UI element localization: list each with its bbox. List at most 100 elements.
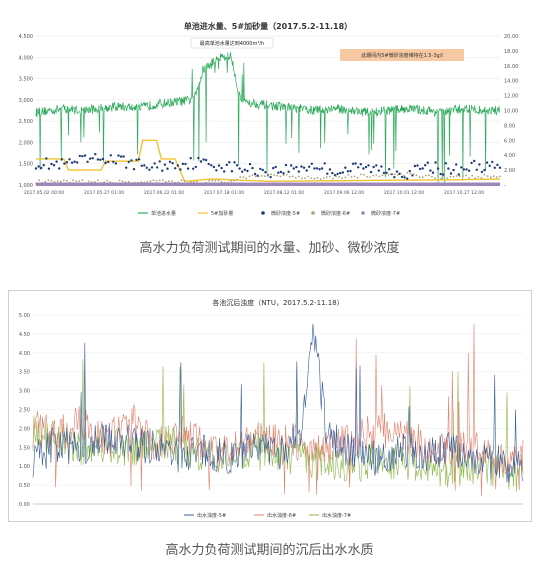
y-tick-label: 1,500 [19, 162, 33, 168]
series-point-microsand-5 [171, 162, 174, 165]
x-tick-label: 2017.05.02 00:00 [24, 190, 64, 196]
y-tick-label: 2.00 [19, 426, 30, 432]
series-point-microsand-6 [161, 179, 164, 182]
series-point-microsand-5 [174, 167, 177, 170]
series-point-microsand-6 [155, 180, 158, 182]
series-point-microsand-5 [274, 165, 277, 169]
series-point-microsand-5 [78, 154, 82, 158]
series-point-microsand-5 [243, 168, 246, 171]
series-point-microsand-5 [470, 161, 473, 165]
series-point-microsand-5 [238, 167, 241, 170]
series-point-microsand-5 [192, 167, 195, 170]
series-point-microsand-6 [239, 176, 242, 179]
legend-item: 微砂浓度-5# [261, 210, 300, 217]
series-point-microsand-5 [153, 162, 156, 165]
series-point-microsand-5 [215, 169, 218, 172]
series-point-microsand-5 [429, 169, 432, 172]
series-point-microsand-5 [76, 161, 79, 164]
series-point-microsand-5 [166, 167, 169, 170]
series-point-microsand-6 [347, 174, 350, 176]
series-point-microsand-5 [34, 167, 38, 170]
series-point-microsand-5 [261, 168, 264, 172]
series-point-microsand-5 [119, 155, 123, 158]
series-point-microsand-5 [318, 168, 321, 171]
series-point-microsand-6 [50, 179, 53, 182]
series-point-microsand-5 [81, 155, 84, 158]
series-point-microsand-6 [106, 179, 108, 182]
y-tick-label: 2,500 [19, 119, 33, 125]
legend-item: 出水浊度-7# [309, 512, 351, 519]
series-point-microsand-6 [431, 175, 433, 178]
series-point-microsand-6 [264, 175, 266, 178]
series-point-microsand-6 [56, 180, 59, 183]
series-point-microsand-5 [449, 172, 453, 175]
series-point-microsand-5 [460, 166, 463, 169]
series-point-microsand-5 [117, 154, 120, 157]
series-point-microsand-5 [127, 160, 130, 164]
series-point-microsand-6 [288, 175, 291, 178]
series-point-microsand-5 [351, 162, 355, 165]
series-point-microsand-5 [272, 166, 275, 170]
series-point-microsand-5 [473, 159, 476, 163]
series-point-microsand-5 [158, 160, 161, 163]
legend-label: 单池进水量 [151, 210, 176, 217]
series-point-microsand-5 [161, 169, 164, 172]
series-point-microsand-5 [480, 170, 484, 174]
annotation-box [190, 37, 274, 49]
y-tick-label: 1,000 [19, 183, 33, 189]
series-point-microsand-6 [168, 180, 170, 183]
series-point-microsand-5 [45, 157, 48, 160]
series-point-microsand-6 [462, 175, 464, 177]
series-point-microsand-6 [400, 172, 402, 175]
series-point-microsand-6 [165, 181, 167, 183]
series-point-microsand-5 [264, 171, 267, 174]
series-point-microsand-5 [217, 164, 221, 167]
series-point-microsand-5 [246, 169, 249, 173]
x-tick-label: 2017.06.22 01:00 [144, 190, 184, 196]
series-point-microsand-5 [65, 161, 69, 164]
series-point-microsand-5 [465, 168, 468, 171]
series-point-microsand-6 [254, 175, 257, 178]
legend-item: 微砂浓度-7# [361, 210, 400, 217]
series-point-microsand-6 [242, 176, 245, 179]
series-point-microsand-6 [356, 176, 359, 179]
y-tick-label: 3.50 [19, 370, 30, 376]
series-point-microsand-5 [228, 161, 231, 164]
series-point-microsand-5 [109, 154, 113, 157]
series-point-microsand-5 [485, 161, 489, 164]
series-point-microsand-6 [158, 179, 161, 182]
legend-swatch [261, 211, 265, 215]
legend-label: 微砂浓度-7# [371, 210, 400, 217]
legend-swatch [361, 211, 365, 215]
series-point-microsand-5 [197, 156, 200, 160]
series-point-microsand-5 [269, 175, 272, 179]
legend-item: 微砂浓度-6# [311, 210, 350, 217]
series-point-microsand-5 [341, 171, 344, 174]
series-point-microsand-5 [204, 158, 208, 162]
series-point-microsand-5 [354, 162, 357, 165]
series-point-microsand-5 [339, 171, 342, 175]
series-point-microsand-5 [104, 161, 107, 165]
series-point-microsand-5 [140, 164, 143, 167]
y-tick-label: 4.50 [19, 332, 30, 338]
series-point-microsand-6 [196, 180, 198, 183]
x-tick-label: 2017.09.06 12:00 [324, 190, 364, 196]
series-point-microsand-5 [143, 164, 146, 167]
y2-tick-label: 2.00 [504, 168, 515, 174]
series-point-microsand-6 [325, 176, 328, 179]
series-point-microsand-5 [362, 167, 365, 170]
y-tick-label: 5.00 [19, 313, 30, 319]
series-point-microsand-5 [455, 163, 458, 166]
series-point-microsand-5 [137, 158, 141, 161]
series-point-microsand-6 [127, 180, 130, 183]
legend-item: 出水浊度-5# [184, 512, 226, 519]
chart-turbidity-svg: 各池沉后浊度（NTU，2017.5.2-11.18） 0.00 0.50 1.00 1.… [19, 298, 524, 519]
series-point-microsand-5 [179, 168, 182, 171]
series-point-microsand-5 [452, 168, 455, 172]
series-point-microsand-6 [483, 173, 486, 176]
series-point-microsand-5 [241, 170, 244, 173]
series-point-microsand-5 [50, 162, 53, 166]
series-point-microsand-6 [171, 180, 174, 183]
series-point-microsand-5 [426, 161, 429, 164]
annotation-text: 此期间内5#微砂浓度维持在1.5-3g/l [361, 52, 443, 59]
